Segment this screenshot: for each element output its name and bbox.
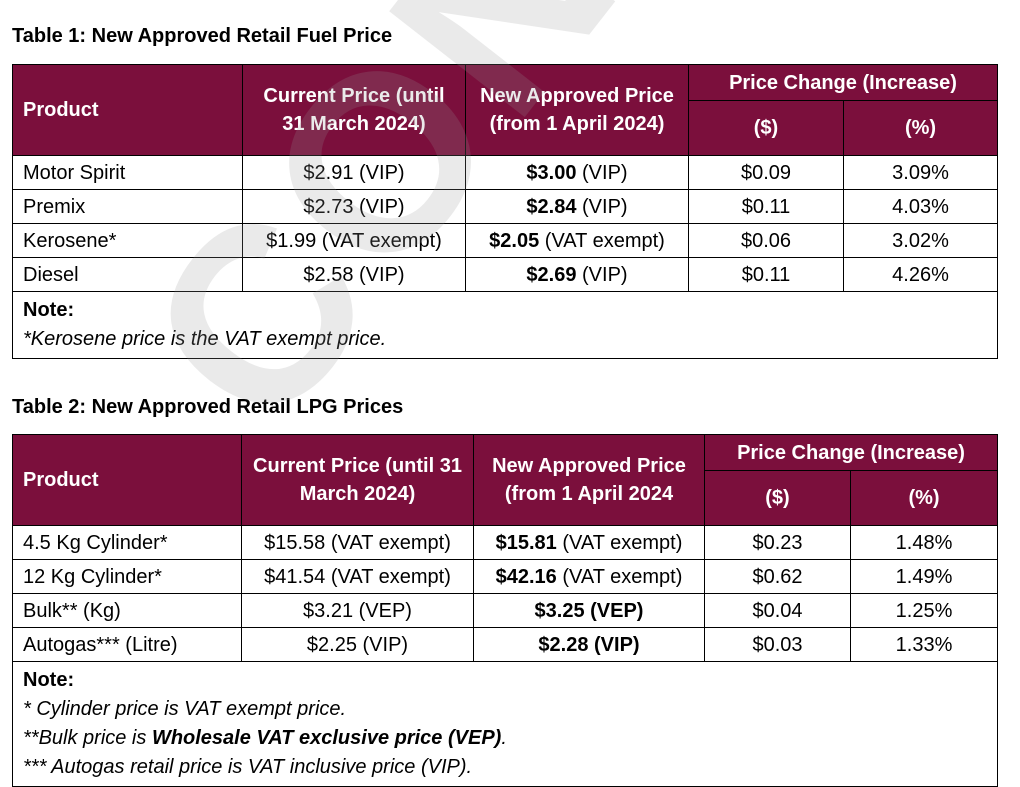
header-price-change: Price Change (Increase): [704, 434, 998, 471]
current-price: $2.58 (VIP): [242, 257, 466, 292]
note-bulk-suffix: .: [501, 727, 507, 749]
current-price: $3.21 (VEP): [241, 593, 474, 628]
table-row: 4.5 Kg Cylinder* $15.58 (VAT exempt) $15…: [12, 525, 998, 560]
table-row: Autogas*** (Litre) $2.25 (VIP) $2.28 (VI…: [12, 627, 998, 662]
change-percent: 1.33%: [850, 627, 998, 662]
new-price-value: $42.16: [495, 565, 557, 588]
header-current-price: Current Price (until 31 March 2024): [242, 64, 466, 156]
change-dollar: $0.03: [704, 627, 851, 662]
current-price: $2.91 (VIP): [242, 155, 466, 190]
change-percent: 1.49%: [850, 559, 998, 594]
new-price-value: $15.81: [495, 531, 557, 554]
new-price-value: $2.69: [526, 263, 577, 286]
new-price: $3.25 (VEP): [473, 593, 705, 628]
lpg-price-table: Product Current Price (until 31 March 20…: [12, 434, 998, 787]
table-row: Premix $2.73 (VIP) $2.84 (VIP) $0.11 4.0…: [12, 189, 998, 224]
note-row: Note: * Cylinder price is VAT exempt pri…: [12, 661, 998, 787]
change-percent: 1.48%: [850, 525, 998, 560]
header-change-percent: (%): [850, 470, 998, 526]
new-price-suffix: (VAT exempt): [556, 565, 683, 588]
change-dollar: $0.62: [704, 559, 851, 594]
current-price: $2.73 (VIP): [242, 189, 466, 224]
new-price: $42.16 (VAT exempt): [473, 559, 705, 594]
note-row: Note: *Kerosene price is the VAT exempt …: [12, 291, 998, 359]
table-row: Bulk** (Kg) $3.21 (VEP) $3.25 (VEP) $0.0…: [12, 593, 998, 628]
new-price-suffix: (VAT exempt): [539, 229, 665, 252]
header-new-price: New Approved Price (from 1 April 2024: [473, 434, 705, 526]
current-price: $15.58 (VAT exempt): [241, 525, 474, 560]
note-line-cylinder: * Cylinder price is VAT exempt price.: [23, 698, 347, 720]
table-row: Kerosene* $1.99 (VAT exempt) $2.05 (VAT …: [12, 223, 998, 258]
product-name: Bulk** (Kg): [12, 593, 242, 628]
new-price-value: $2.28 (VIP): [538, 633, 640, 656]
current-price: $1.99 (VAT exempt): [242, 223, 466, 258]
header-product: Product: [12, 64, 243, 156]
new-price: $2.28 (VIP): [473, 627, 705, 662]
product-name: Motor Spirit: [12, 155, 243, 190]
header-change-dollar: ($): [704, 470, 851, 526]
header-change-percent: (%): [843, 100, 998, 156]
current-price: $41.54 (VAT exempt): [241, 559, 474, 594]
table-row: 12 Kg Cylinder* $41.54 (VAT exempt) $42.…: [12, 559, 998, 594]
new-price-suffix: (VIP): [576, 195, 628, 218]
change-percent: 1.25%: [850, 593, 998, 628]
new-price-suffix: (VIP): [576, 263, 628, 286]
change-dollar: $0.09: [688, 155, 844, 190]
new-price: $2.69 (VIP): [465, 257, 689, 292]
note-line-bulk: **Bulk price is Wholesale VAT exclusive …: [23, 724, 987, 753]
new-price-value: $3.00: [526, 161, 577, 184]
product-name: 4.5 Kg Cylinder*: [12, 525, 242, 560]
note-bulk-prefix: **Bulk price is: [23, 727, 152, 749]
current-price: $2.25 (VIP): [241, 627, 474, 662]
header-current-price: Current Price (until 31 March 2024): [241, 434, 474, 526]
new-price: $3.00 (VIP): [465, 155, 689, 190]
header-change-dollar: ($): [688, 100, 844, 156]
change-dollar: $0.04: [704, 593, 851, 628]
change-percent: 3.02%: [843, 223, 998, 258]
note-label: Note:: [23, 299, 75, 321]
change-dollar: $0.23: [704, 525, 851, 560]
change-dollar: $0.06: [688, 223, 844, 258]
new-price: $15.81 (VAT exempt): [473, 525, 705, 560]
new-price-value: $3.25 (VEP): [534, 599, 644, 622]
product-name: Diesel: [12, 257, 243, 292]
product-name: Kerosene*: [12, 223, 243, 258]
new-price-value: $2.05: [489, 229, 540, 252]
table-row: Diesel $2.58 (VIP) $2.69 (VIP) $0.11 4.2…: [12, 257, 998, 292]
header-product: Product: [12, 434, 242, 526]
product-name: 12 Kg Cylinder*: [12, 559, 242, 594]
new-price-value: $2.84: [526, 195, 577, 218]
table-row: Motor Spirit $2.91 (VIP) $3.00 (VIP) $0.…: [12, 155, 998, 190]
product-name: Autogas*** (Litre): [12, 627, 242, 662]
product-name: Premix: [12, 189, 243, 224]
note-label: Note:: [23, 669, 75, 691]
change-dollar: $0.11: [688, 257, 844, 292]
note-line: *Kerosene price is the VAT exempt price.: [23, 328, 387, 350]
table2-title: Table 2: New Approved Retail LPG Prices: [12, 396, 404, 418]
new-price: $2.05 (VAT exempt): [465, 223, 689, 258]
table1-note: Note: *Kerosene price is the VAT exempt …: [12, 291, 998, 359]
change-percent: 3.09%: [843, 155, 998, 190]
fuel-price-table: Product Current Price (until 31 March 20…: [12, 64, 998, 359]
new-price: $2.84 (VIP): [465, 189, 689, 224]
header-new-price: New Approved Price (from 1 April 2024): [465, 64, 689, 156]
table2-note: Note: * Cylinder price is VAT exempt pri…: [12, 661, 998, 787]
table1-title: Table 1: New Approved Retail Fuel Price: [12, 25, 393, 47]
change-percent: 4.26%: [843, 257, 998, 292]
header-price-change: Price Change (Increase): [688, 64, 998, 101]
new-price-suffix: (VAT exempt): [556, 531, 683, 554]
note-line-autogas: *** Autogas retail price is VAT inclusiv…: [23, 756, 473, 778]
change-percent: 4.03%: [843, 189, 998, 224]
new-price-suffix: (VIP): [576, 161, 628, 184]
note-bulk-bold: Wholesale VAT exclusive price (VEP): [151, 727, 502, 749]
change-dollar: $0.11: [688, 189, 844, 224]
